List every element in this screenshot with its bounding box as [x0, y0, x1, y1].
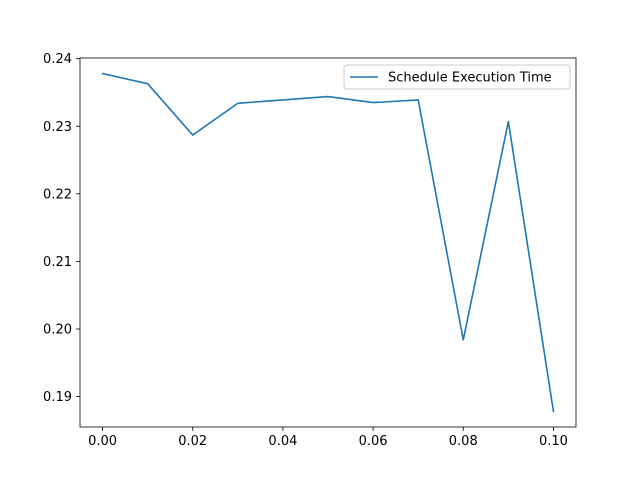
axes-frame	[79, 57, 577, 428]
legend-box	[343, 64, 571, 90]
series-line-0	[101, 72, 555, 413]
x-tick-label: 0.00	[88, 434, 117, 449]
y-tick-label: 0.22	[43, 187, 72, 202]
x-tick-label: 0.04	[268, 434, 297, 449]
legend: Schedule Execution Time	[343, 64, 571, 90]
x-tick-label: 0.06	[359, 434, 388, 449]
y-tick-label: 0.23	[43, 120, 72, 135]
axes: 0.00 0.02 0.04 0.06 0.08 0.10 0.19 0.20 0.21 0.22…	[43, 52, 577, 449]
x-tick-label: 0.02	[178, 434, 207, 449]
legend-label: Schedule Execution Time	[388, 71, 552, 86]
y-tick-label: 0.20	[43, 323, 72, 338]
x-tick-label: 0.08	[449, 434, 478, 449]
x-tick-label: 0.10	[539, 434, 568, 449]
y-tick-label: 0.19	[43, 390, 72, 405]
plot-area	[101, 72, 555, 413]
y-tick-label: 0.21	[43, 255, 72, 270]
y-tick-label: 0.24	[43, 52, 72, 67]
